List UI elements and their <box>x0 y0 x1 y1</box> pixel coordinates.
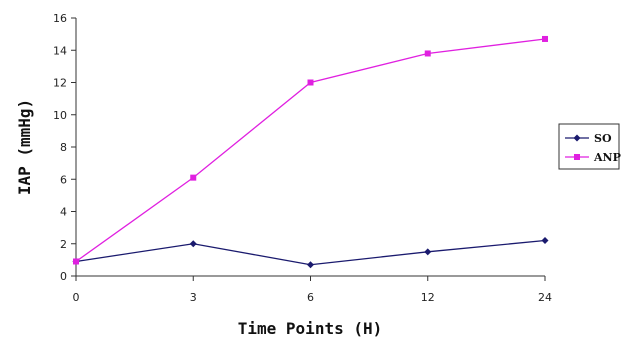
x-tick-label: 0 <box>73 291 80 304</box>
legend-label-anp: ANP <box>593 151 621 164</box>
data-point-so <box>307 261 314 269</box>
legend-box <box>558 123 620 170</box>
y-tick-label: 4 <box>60 206 67 219</box>
y-tick-label: 2 <box>60 238 67 251</box>
legend: SO ANP <box>558 123 621 170</box>
y-tick-label: 8 <box>60 141 67 154</box>
y-tick-label: 12 <box>53 77 67 90</box>
x-tick-label: 3 <box>190 291 197 304</box>
data-point-so <box>189 240 197 248</box>
series-line-anp <box>75 38 546 263</box>
data-point-anp <box>307 79 314 86</box>
data-point-anp <box>542 35 548 42</box>
x-tick-label: 24 <box>538 291 552 304</box>
legend-marker-so <box>573 134 581 142</box>
y-tick-label: 6 <box>60 173 67 186</box>
x-axis-title: Time Points (H) <box>238 319 383 338</box>
y-tick-label: 14 <box>53 44 67 57</box>
y-tick-label: 0 <box>60 270 67 283</box>
data-point-anp <box>424 50 431 57</box>
y-tick-label: 16 <box>53 12 67 25</box>
y-axis-title: IAP (mmHg) <box>15 99 34 195</box>
data-point-anp <box>190 174 197 181</box>
x-tick-label: 6 <box>307 291 314 304</box>
data-point-so <box>424 248 432 256</box>
legend-label-so: SO <box>594 132 612 145</box>
legend-marker-anp <box>574 154 580 160</box>
y-tick-label: 10 <box>53 109 67 122</box>
data-point-so <box>541 237 549 245</box>
data-point-anp <box>73 258 79 265</box>
x-tick-label: 12 <box>421 291 435 304</box>
series-line-so <box>75 239 546 266</box>
